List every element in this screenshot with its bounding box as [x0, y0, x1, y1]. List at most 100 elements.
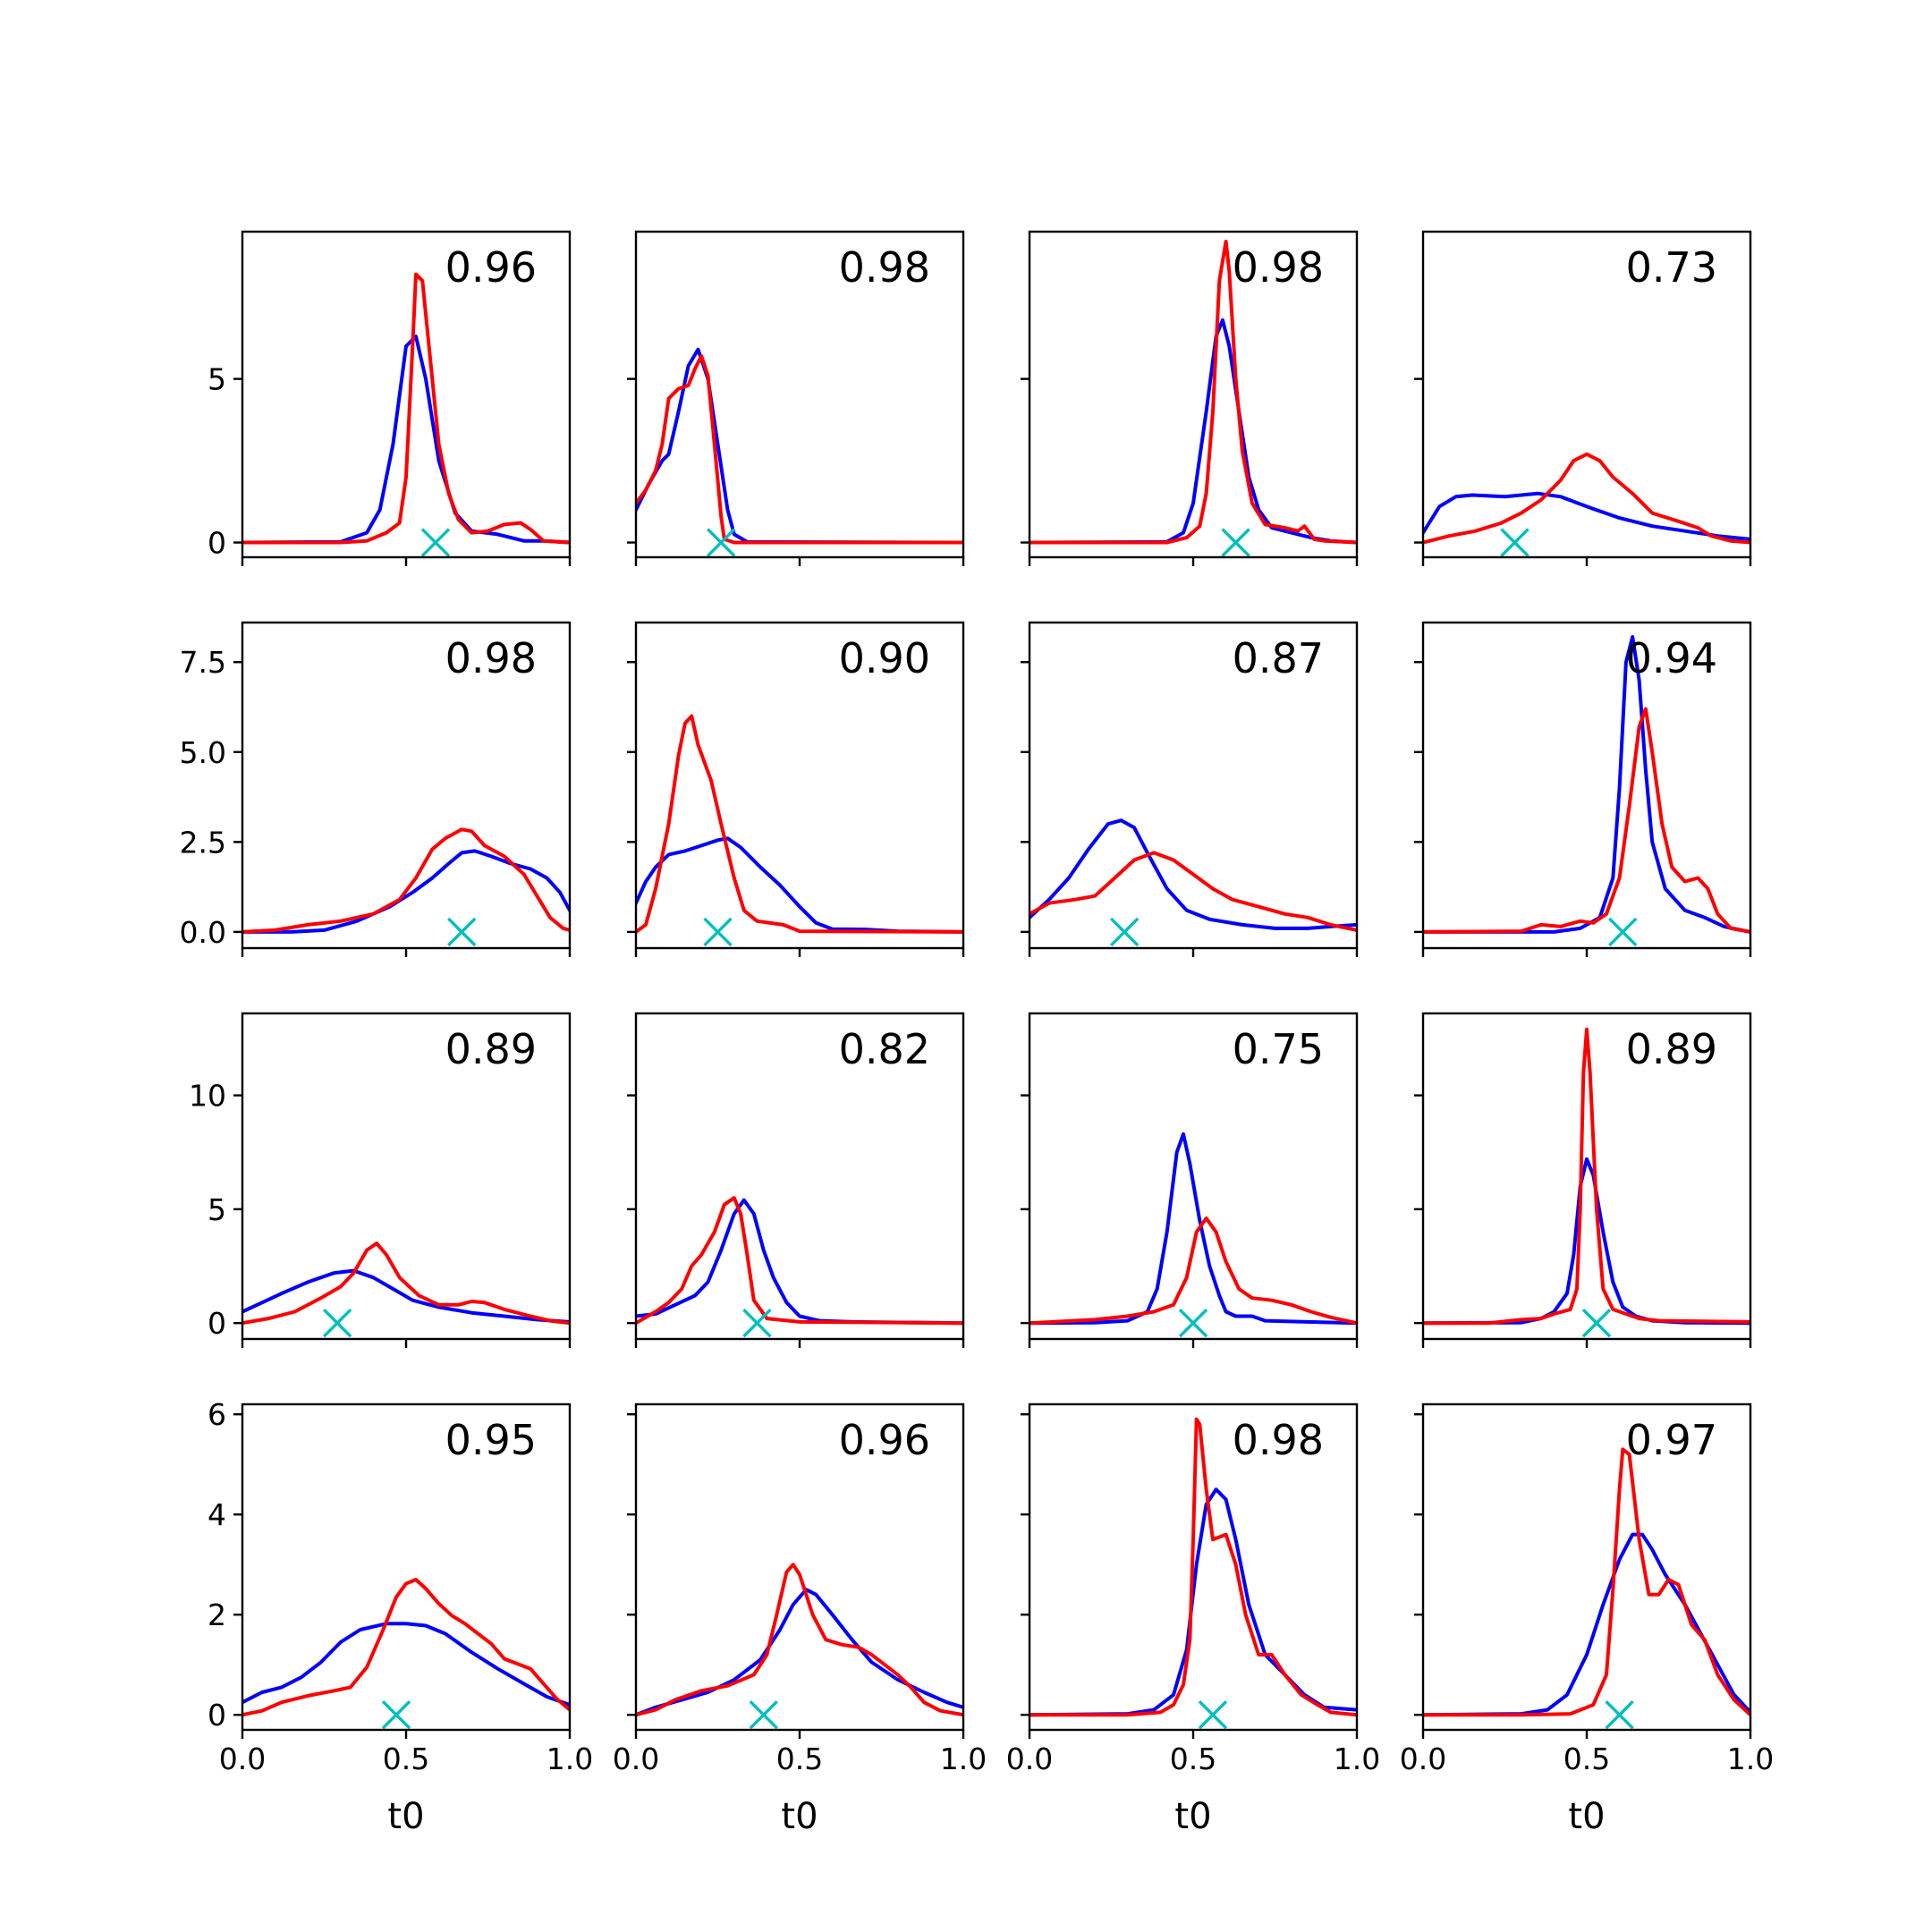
x-marker-stroke: [1608, 917, 1638, 947]
panel-score: 0.89: [445, 1025, 537, 1073]
red-curve: [242, 1578, 570, 1717]
red-curve: [242, 272, 570, 545]
x-marker-stroke: [742, 1308, 772, 1338]
red-curve: [1423, 1027, 1750, 1326]
x-axis-label: t0: [781, 1796, 818, 1837]
y-tick-label: 6: [208, 1397, 226, 1432]
panel-score: 0.89: [1626, 1025, 1717, 1073]
x-marker: [322, 1308, 352, 1338]
red-curve: [636, 1196, 963, 1326]
panel-3: 0.98: [1021, 230, 1359, 566]
red-curve: [636, 354, 963, 545]
x-marker: [1178, 1308, 1208, 1338]
blue-curve: [1030, 318, 1357, 545]
y-tick-label: 0: [208, 1306, 226, 1341]
blue-curve: [636, 1198, 963, 1326]
x-marker: [1109, 917, 1140, 947]
panel-4: 0.73: [1414, 230, 1752, 566]
x-marker-stroke: [1198, 1699, 1228, 1730]
panel-16: 0.0 0.5 1.0 t0 0.97: [1400, 1402, 1774, 1837]
panel-score: 0.73: [1626, 243, 1717, 292]
x-axis-label: t0: [1568, 1796, 1605, 1837]
panel-6: 0.90: [627, 621, 965, 957]
y-tick-label: 5: [208, 1192, 226, 1227]
x-marker-stroke: [1221, 528, 1250, 557]
blue-curve: [1423, 1532, 1750, 1717]
x-marker: [1605, 1699, 1634, 1730]
x-marker-stroke: [703, 917, 733, 947]
y-tick-label: 0.0: [180, 915, 226, 950]
panel-score: 0.98: [1233, 243, 1324, 292]
x-tick-label: 0.0: [219, 1741, 266, 1776]
x-tick-label: 0.0: [1006, 1741, 1053, 1776]
panel-score: 0.98: [1233, 1416, 1324, 1464]
panel-11: 0.75: [1021, 1012, 1359, 1348]
x-tick-label: 1.0: [1727, 1741, 1774, 1776]
x-marker: [420, 528, 451, 557]
x-marker-stroke: [447, 917, 477, 947]
panel-14: 0.0 0.5 1.0 t0 0.96: [613, 1402, 987, 1837]
x-tick-label: 1.0: [940, 1741, 987, 1776]
x-tick-label: 0.5: [1170, 1741, 1216, 1776]
x-marker: [1608, 917, 1638, 947]
panel-10: 0.82: [627, 1012, 965, 1348]
panel-score: 0.94: [1626, 634, 1717, 682]
x-tick-label: 0.5: [1563, 1741, 1610, 1776]
panel-9: 0 5 10 0.89: [189, 1012, 572, 1348]
y-tick-label: 5.0: [180, 735, 226, 770]
red-curve: [242, 827, 570, 934]
x-marker: [447, 917, 477, 947]
red-curve: [1030, 851, 1357, 932]
panel-15: 0.0 0.5 1.0 t0 0.98: [1006, 1402, 1380, 1837]
blue-curve: [1423, 1157, 1750, 1326]
blue-curve: [242, 849, 570, 934]
red-curve: [1423, 452, 1750, 545]
panel-12: 0.89: [1414, 1012, 1752, 1348]
panel-2: 0.98: [627, 230, 965, 566]
y-tick-label: 7.5: [180, 645, 226, 680]
panel-13: 0 2 4 6 0.0 0.5 1.0 t0 0.95: [208, 1397, 593, 1837]
x-marker: [1581, 1308, 1612, 1338]
x-marker-stroke: [1581, 1308, 1612, 1338]
x-marker-stroke: [1109, 917, 1140, 947]
x-tick-label: 0.5: [776, 1741, 823, 1776]
panel-7: 0.87: [1021, 621, 1359, 957]
y-tick-label: 4: [208, 1497, 226, 1532]
x-marker: [703, 917, 733, 947]
y-tick-label: 10: [189, 1079, 226, 1114]
blue-curve: [1423, 491, 1750, 541]
x-axis-label: t0: [387, 1796, 424, 1837]
y-tick-label: 5: [208, 362, 226, 397]
panel-score: 0.82: [839, 1025, 930, 1073]
x-marker: [742, 1308, 772, 1338]
x-axis-label: t0: [1174, 1796, 1211, 1837]
x-marker-stroke: [1178, 1308, 1208, 1338]
panel-5: 0.0 2.5 5.0 7.5 0.98: [180, 621, 572, 957]
x-marker: [1500, 528, 1530, 557]
x-marker-stroke: [1500, 528, 1530, 557]
x-marker: [1198, 1699, 1228, 1730]
red-curve: [1030, 240, 1357, 545]
x-tick-label: 0.0: [1400, 1741, 1446, 1776]
panel-score: 0.96: [839, 1416, 930, 1464]
x-marker: [749, 1699, 778, 1730]
panel-score: 0.75: [1233, 1025, 1324, 1073]
x-marker-stroke: [706, 528, 736, 557]
x-marker-stroke: [381, 1699, 411, 1730]
panel-score: 0.98: [445, 634, 537, 682]
x-marker: [706, 528, 736, 557]
x-marker-stroke: [322, 1308, 352, 1338]
blue-curve: [242, 1622, 570, 1707]
panel-score: 0.97: [1626, 1416, 1717, 1464]
panel-1: 050.96: [208, 230, 572, 566]
panel-score: 0.98: [839, 243, 930, 292]
panel-score: 0.95: [445, 1416, 537, 1464]
red-curve: [1030, 1216, 1357, 1326]
blue-curve: [242, 335, 570, 545]
y-tick-label: 2: [208, 1597, 226, 1632]
panel-score: 0.96: [445, 243, 537, 292]
y-tick-label: 2.5: [180, 825, 226, 860]
panel-8: 0.94: [1414, 621, 1752, 957]
blue-curve: [1030, 1131, 1357, 1326]
